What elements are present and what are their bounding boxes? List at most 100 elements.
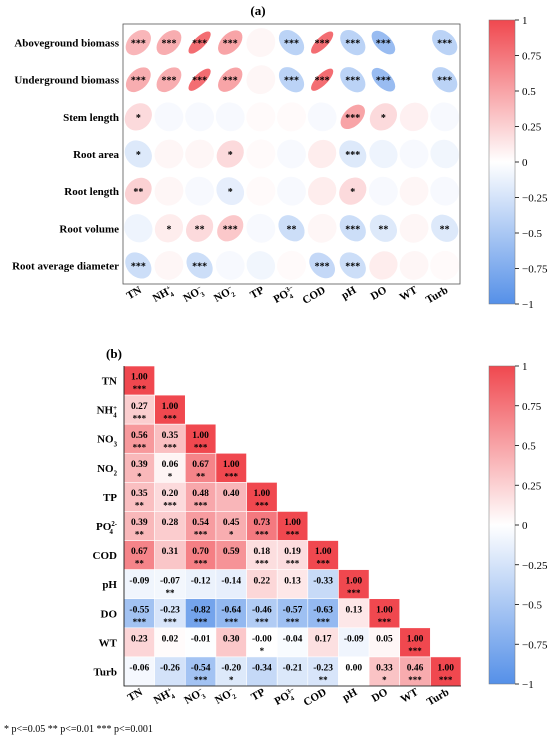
corr-value: 0.23 xyxy=(131,634,148,644)
corr-cell xyxy=(246,482,278,512)
corr-value: -0.46 xyxy=(252,605,272,615)
corr-value: 1.00 xyxy=(254,489,271,499)
corr-cell xyxy=(123,627,155,658)
corr-ellipse xyxy=(339,140,367,168)
significance-mark: *** xyxy=(315,76,330,87)
significance-mark: *** xyxy=(255,559,269,569)
corr-value: -0.06 xyxy=(129,664,149,674)
corr-value: 1.00 xyxy=(131,373,148,383)
significance-mark: ** xyxy=(195,224,205,235)
corr-cell xyxy=(184,511,217,541)
colorbar-tick-label: −0.25 xyxy=(522,193,548,205)
corr-ellipse xyxy=(188,68,211,91)
corr-value: 1.00 xyxy=(284,518,301,528)
column-label: PO3−4 xyxy=(272,686,299,710)
corr-cell xyxy=(246,656,278,687)
significance-mark: ** xyxy=(287,224,297,235)
significance-mark: *** xyxy=(163,442,177,452)
significance-mark: *** xyxy=(131,76,146,87)
corr-cell xyxy=(246,540,278,570)
corr-cell xyxy=(184,598,217,629)
significance-mark: *** xyxy=(345,39,360,50)
corr-value: -0.34 xyxy=(252,664,272,674)
corr-cell xyxy=(368,598,401,629)
panel-b-column-labels: TN NH+4 NO−3 NO−2 TP PO3−4 COD pH DO WT Turb xyxy=(126,686,452,710)
colorbar-tick-label: −1 xyxy=(522,299,534,311)
corr-ellipse xyxy=(369,251,398,280)
significance-mark: *** xyxy=(133,617,147,627)
row-label: Aboveground biomass xyxy=(14,38,119,50)
corr-value: 0.27 xyxy=(131,402,148,412)
colorbar-tick-label: 0.5 xyxy=(522,86,536,98)
corr-value: 0.56 xyxy=(131,431,148,441)
corr-ellipse xyxy=(156,67,182,93)
row-label: NO3 xyxy=(97,434,118,449)
corr-cell xyxy=(276,569,309,600)
corr-ellipse xyxy=(430,176,460,206)
corr-ellipse xyxy=(278,215,305,242)
corr-value: 1.00 xyxy=(223,460,240,470)
corr-cell xyxy=(184,423,217,454)
corr-value: 0.73 xyxy=(254,518,271,528)
significance-mark: * xyxy=(382,675,387,685)
corr-value: -0.21 xyxy=(283,664,303,674)
significance-mark: *** xyxy=(284,39,299,50)
significance-mark: * xyxy=(229,675,234,685)
corr-value: -0.04 xyxy=(283,634,303,644)
colorbar-tick-label: −0.75 xyxy=(522,264,548,276)
colorbar-tick-label: 0 xyxy=(522,520,528,532)
significance-mark: *** xyxy=(192,261,207,272)
row-label: pH xyxy=(102,579,117,591)
corr-ellipse xyxy=(218,30,243,55)
significance-mark: *** xyxy=(194,675,208,685)
corr-ellipse xyxy=(432,67,458,93)
corr-ellipse xyxy=(399,251,429,280)
corr-ellipse xyxy=(307,213,337,243)
row-label: Turb xyxy=(94,666,117,678)
corr-ellipse xyxy=(125,252,152,279)
corr-ellipse xyxy=(215,102,245,132)
corr-value: 0.45 xyxy=(223,518,240,528)
significance-mark: *** xyxy=(131,261,146,272)
corr-cell xyxy=(215,656,247,687)
colorbar-tick-label: −0.25 xyxy=(522,560,548,572)
colorbar-tick-label: −0.5 xyxy=(522,600,542,612)
significance-mark: *** xyxy=(223,224,238,235)
corr-value: -0.82 xyxy=(191,605,211,615)
column-label: TP xyxy=(249,686,267,704)
corr-cell xyxy=(307,656,339,687)
row-label: Root area xyxy=(73,149,119,161)
row-label: NH+ 4 xyxy=(97,405,118,420)
corr-value: 0.20 xyxy=(162,489,179,499)
row-label: NO2 xyxy=(97,463,118,478)
corr-value: -0.55 xyxy=(129,605,149,615)
corr-ellipse xyxy=(430,250,460,280)
corr-ellipse xyxy=(369,214,398,242)
corr-ellipse xyxy=(371,30,396,55)
significance-mark: * xyxy=(228,187,233,198)
corr-cell xyxy=(184,569,217,600)
colorbar-tick-label: 0.75 xyxy=(522,51,542,63)
corr-value: 1.00 xyxy=(192,431,209,441)
corr-value: 0.40 xyxy=(223,489,240,499)
corr-value: 0.30 xyxy=(223,634,240,644)
panel-b-label: (b) xyxy=(106,346,122,361)
significance-mark: * xyxy=(168,471,173,481)
corr-ellipse xyxy=(185,102,215,132)
column-label: NO−3 xyxy=(181,284,206,307)
corr-value: 1.00 xyxy=(315,547,332,557)
corr-ellipse xyxy=(339,177,367,205)
significance-mark: *** xyxy=(439,675,453,685)
significance-mark: *** xyxy=(133,413,147,423)
corr-cell xyxy=(123,569,155,600)
significance-mark: ** xyxy=(135,559,145,569)
corr-cell xyxy=(154,511,186,541)
significance-mark: *** xyxy=(194,559,208,569)
corr-ellipse xyxy=(399,65,429,95)
corr-ellipse xyxy=(246,251,276,280)
corr-cell xyxy=(307,627,339,658)
corr-value: 0.59 xyxy=(223,547,240,557)
significance-footnote: * p<=0.05 ** p<=0.01 *** p<=0.001 xyxy=(4,724,153,735)
corr-cell xyxy=(399,656,431,687)
